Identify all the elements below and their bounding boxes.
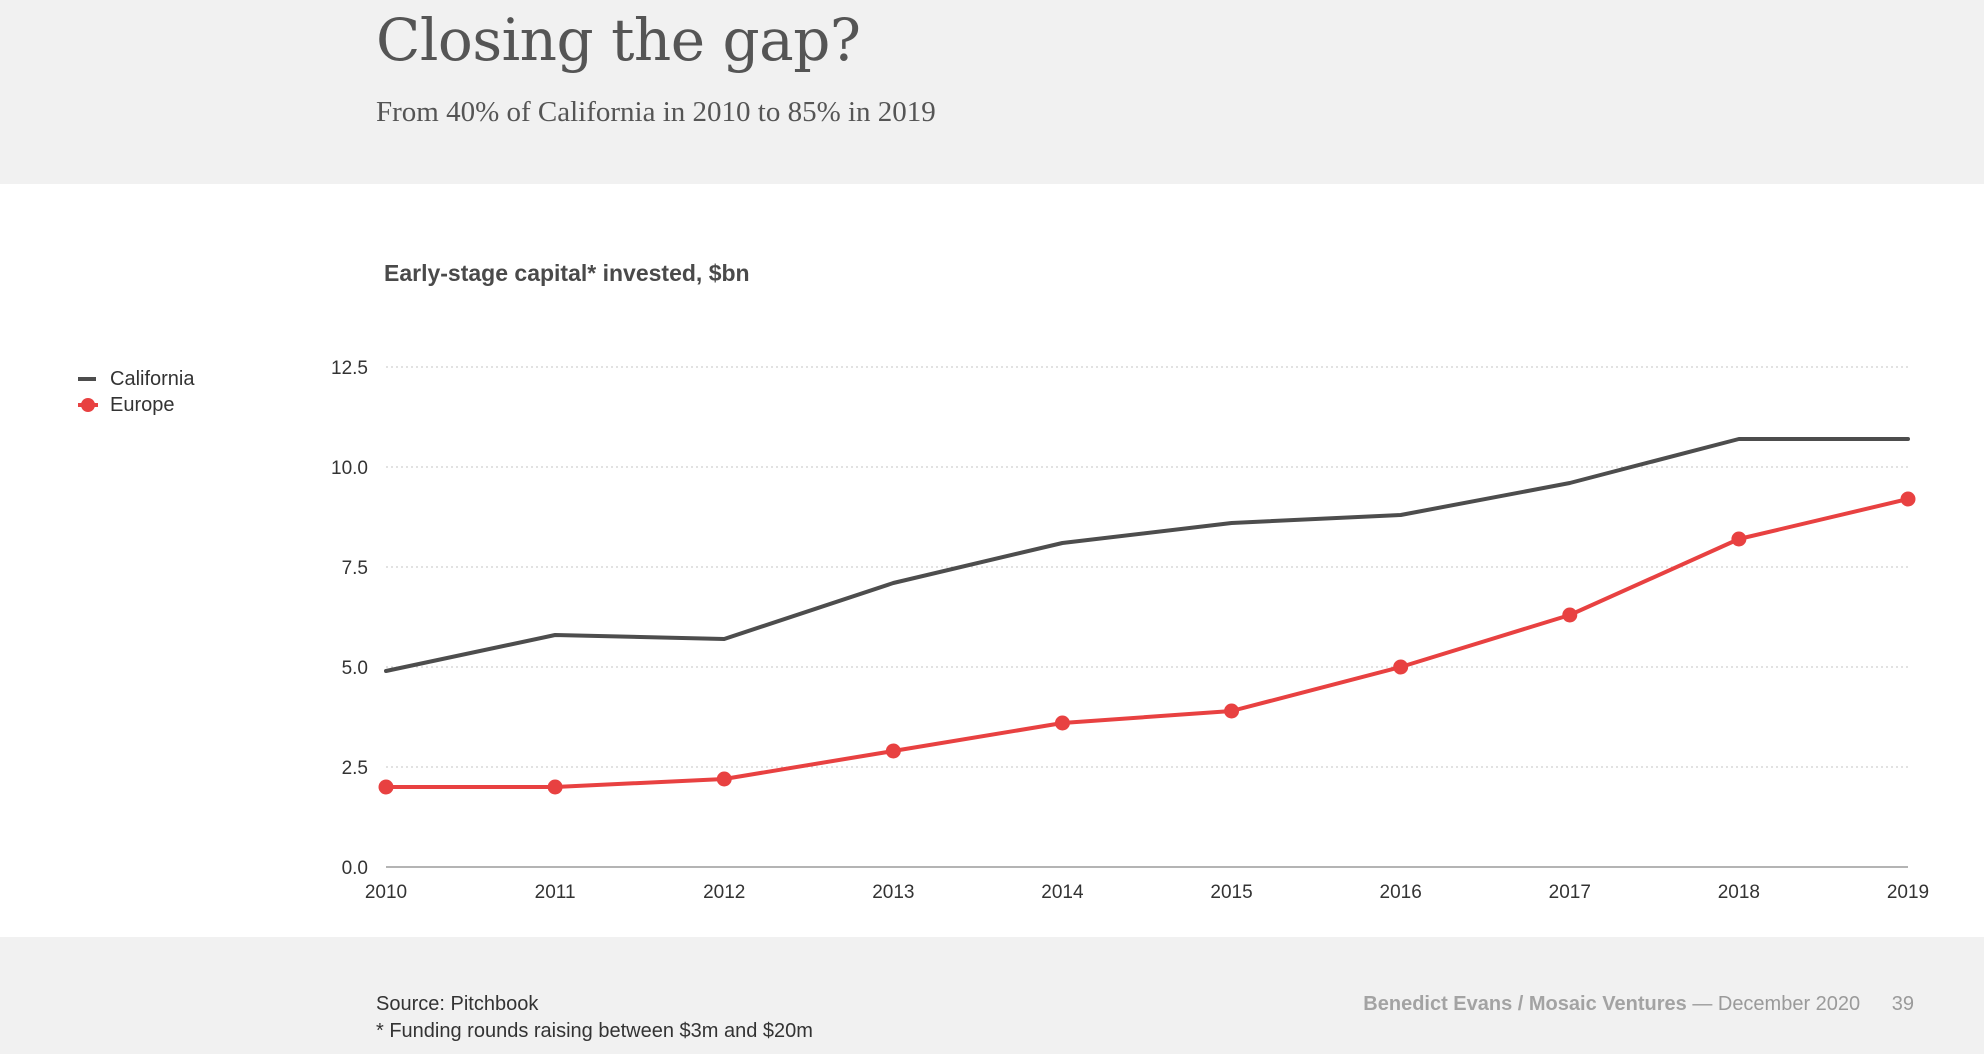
data-point-europe bbox=[1393, 659, 1409, 675]
slide-subtitle: From 40% of California in 2010 to 85% in… bbox=[376, 96, 936, 128]
chart-gridlines bbox=[386, 366, 1908, 868]
slide-footer: Source: Pitchbook * Funding rounds raisi… bbox=[0, 937, 1984, 1054]
data-point-europe bbox=[378, 779, 394, 795]
source-text: Source: Pitchbook bbox=[376, 993, 539, 1015]
slide-header: Closing the gap? From 40% of California … bbox=[0, 0, 1984, 184]
y-tick-label: 2.5 bbox=[342, 758, 368, 779]
legend-label-california: California bbox=[110, 367, 195, 390]
data-point-europe bbox=[1562, 607, 1578, 623]
chart-series bbox=[378, 437, 1916, 795]
x-tick-label: 2014 bbox=[1041, 882, 1084, 903]
x-tick-label: 2019 bbox=[1887, 882, 1929, 903]
x-axis-ticks: 2010 2011 2012 2013 2014 2015 2016 2017 2018 2019 bbox=[365, 882, 1929, 903]
legend-label-europe: Europe bbox=[110, 393, 175, 416]
data-point-europe bbox=[1224, 703, 1240, 719]
x-tick-label: 2013 bbox=[872, 882, 914, 903]
x-tick-label: 2012 bbox=[703, 882, 745, 903]
x-tick-label: 2010 bbox=[365, 882, 407, 903]
legend-line-icon bbox=[78, 370, 96, 388]
data-point-europe bbox=[1054, 715, 1070, 731]
y-tick-label: 7.5 bbox=[342, 558, 368, 579]
chart-legend: California Europe bbox=[78, 366, 194, 418]
legend-item-california: California bbox=[78, 366, 194, 392]
source-note: Source: Pitchbook * Funding rounds raisi… bbox=[376, 991, 813, 1045]
credit-line: Benedict Evans / Mosaic Ventures — Decem… bbox=[1363, 993, 1914, 1016]
x-tick-label: 2011 bbox=[535, 882, 576, 903]
y-tick-label: 0.0 bbox=[342, 858, 368, 879]
y-tick-label: 12.5 bbox=[331, 358, 368, 379]
y-tick-label: 10.0 bbox=[331, 458, 368, 479]
data-point-europe bbox=[1731, 531, 1747, 547]
footnote-text: * Funding rounds raising between $3m and… bbox=[376, 1020, 813, 1042]
data-point-europe bbox=[885, 743, 901, 759]
series-line-europe bbox=[384, 497, 1910, 789]
x-tick-label: 2016 bbox=[1380, 882, 1422, 903]
slide-title: Closing the gap? bbox=[376, 6, 861, 74]
data-point-europe bbox=[547, 779, 563, 795]
x-tick-label: 2017 bbox=[1549, 882, 1591, 903]
x-tick-label: 2018 bbox=[1718, 882, 1760, 903]
author-text: Benedict Evans / Mosaic Ventures bbox=[1363, 993, 1687, 1015]
data-point-europe bbox=[1900, 491, 1916, 507]
line-chart: 0.02.55.07.510.012.5 2010 2011 2012 2013 201… bbox=[331, 358, 1929, 903]
y-tick-label: 5.0 bbox=[342, 658, 368, 679]
chart-title: Early-stage capital* invested, $bn bbox=[384, 260, 750, 286]
legend-item-europe: Europe bbox=[78, 392, 194, 418]
series-line-california bbox=[384, 437, 1910, 673]
y-axis-ticks: 0.0 2.5 5.0 7.5 10.0 12.5 bbox=[331, 358, 368, 879]
page-number: 39 bbox=[1891, 993, 1914, 1015]
legend-dot-icon bbox=[78, 396, 98, 414]
x-tick-label: 2015 bbox=[1210, 882, 1252, 903]
data-point-europe bbox=[716, 771, 732, 787]
date-text: — December 2020 bbox=[1692, 993, 1861, 1015]
